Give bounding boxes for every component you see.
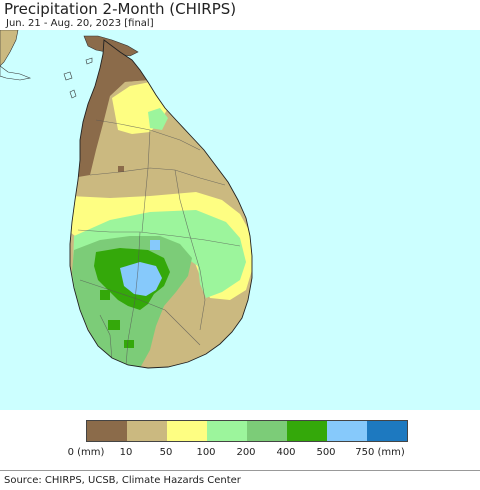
islets [63,57,93,99]
legend-label-200: 200 [236,447,256,458]
legend-swatch-750 [367,421,407,441]
zone-400-patch-a [108,320,120,330]
sri-lanka-coastline [69,39,253,369]
footer-divider [0,470,480,471]
legend-swatch-400 [287,421,327,441]
legend-swatch-100 [207,421,247,441]
legend-label-500: 500 [316,447,336,458]
legend-swatch-10 [127,421,167,441]
zone-500 [120,262,162,296]
mannar-shoal [0,65,32,81]
legend-label-750: 750 (mm) [355,447,405,458]
legend-swatch-0 [87,421,127,441]
legend-swatch-200 [247,421,287,441]
zone-400-patch-b [124,340,134,348]
zone-0-patch [118,166,124,172]
legend-label-10: 10 [119,447,133,458]
legend-label-0: 0 (mm) [67,447,105,458]
precipitation-map [0,30,480,410]
map-title: Precipitation 2-Month (CHIRPS) [4,0,237,18]
legend-swatch-500 [327,421,367,441]
district-boundaries [77,119,241,367]
source-credit: Source: CHIRPS, UCSB, Climate Hazards Ce… [4,475,241,486]
legend-label-100: 100 [196,447,216,458]
india-coast [0,30,19,67]
rainfall-zones [70,40,252,368]
legend-label-400: 400 [276,447,296,458]
map-subtitle: Jun. 21 - Aug. 20, 2023 [final] [6,18,154,29]
zone-500-patch [150,240,160,250]
zone-100-north [148,108,168,130]
zone-400-patch-c [100,290,110,300]
legend-swatch-50 [167,421,207,441]
legend-labels: 0 (mm) 10 50 100 200 400 500 750 (mm) [0,447,480,461]
legend-label-50: 50 [159,447,173,458]
legend-color-bar [86,420,408,442]
